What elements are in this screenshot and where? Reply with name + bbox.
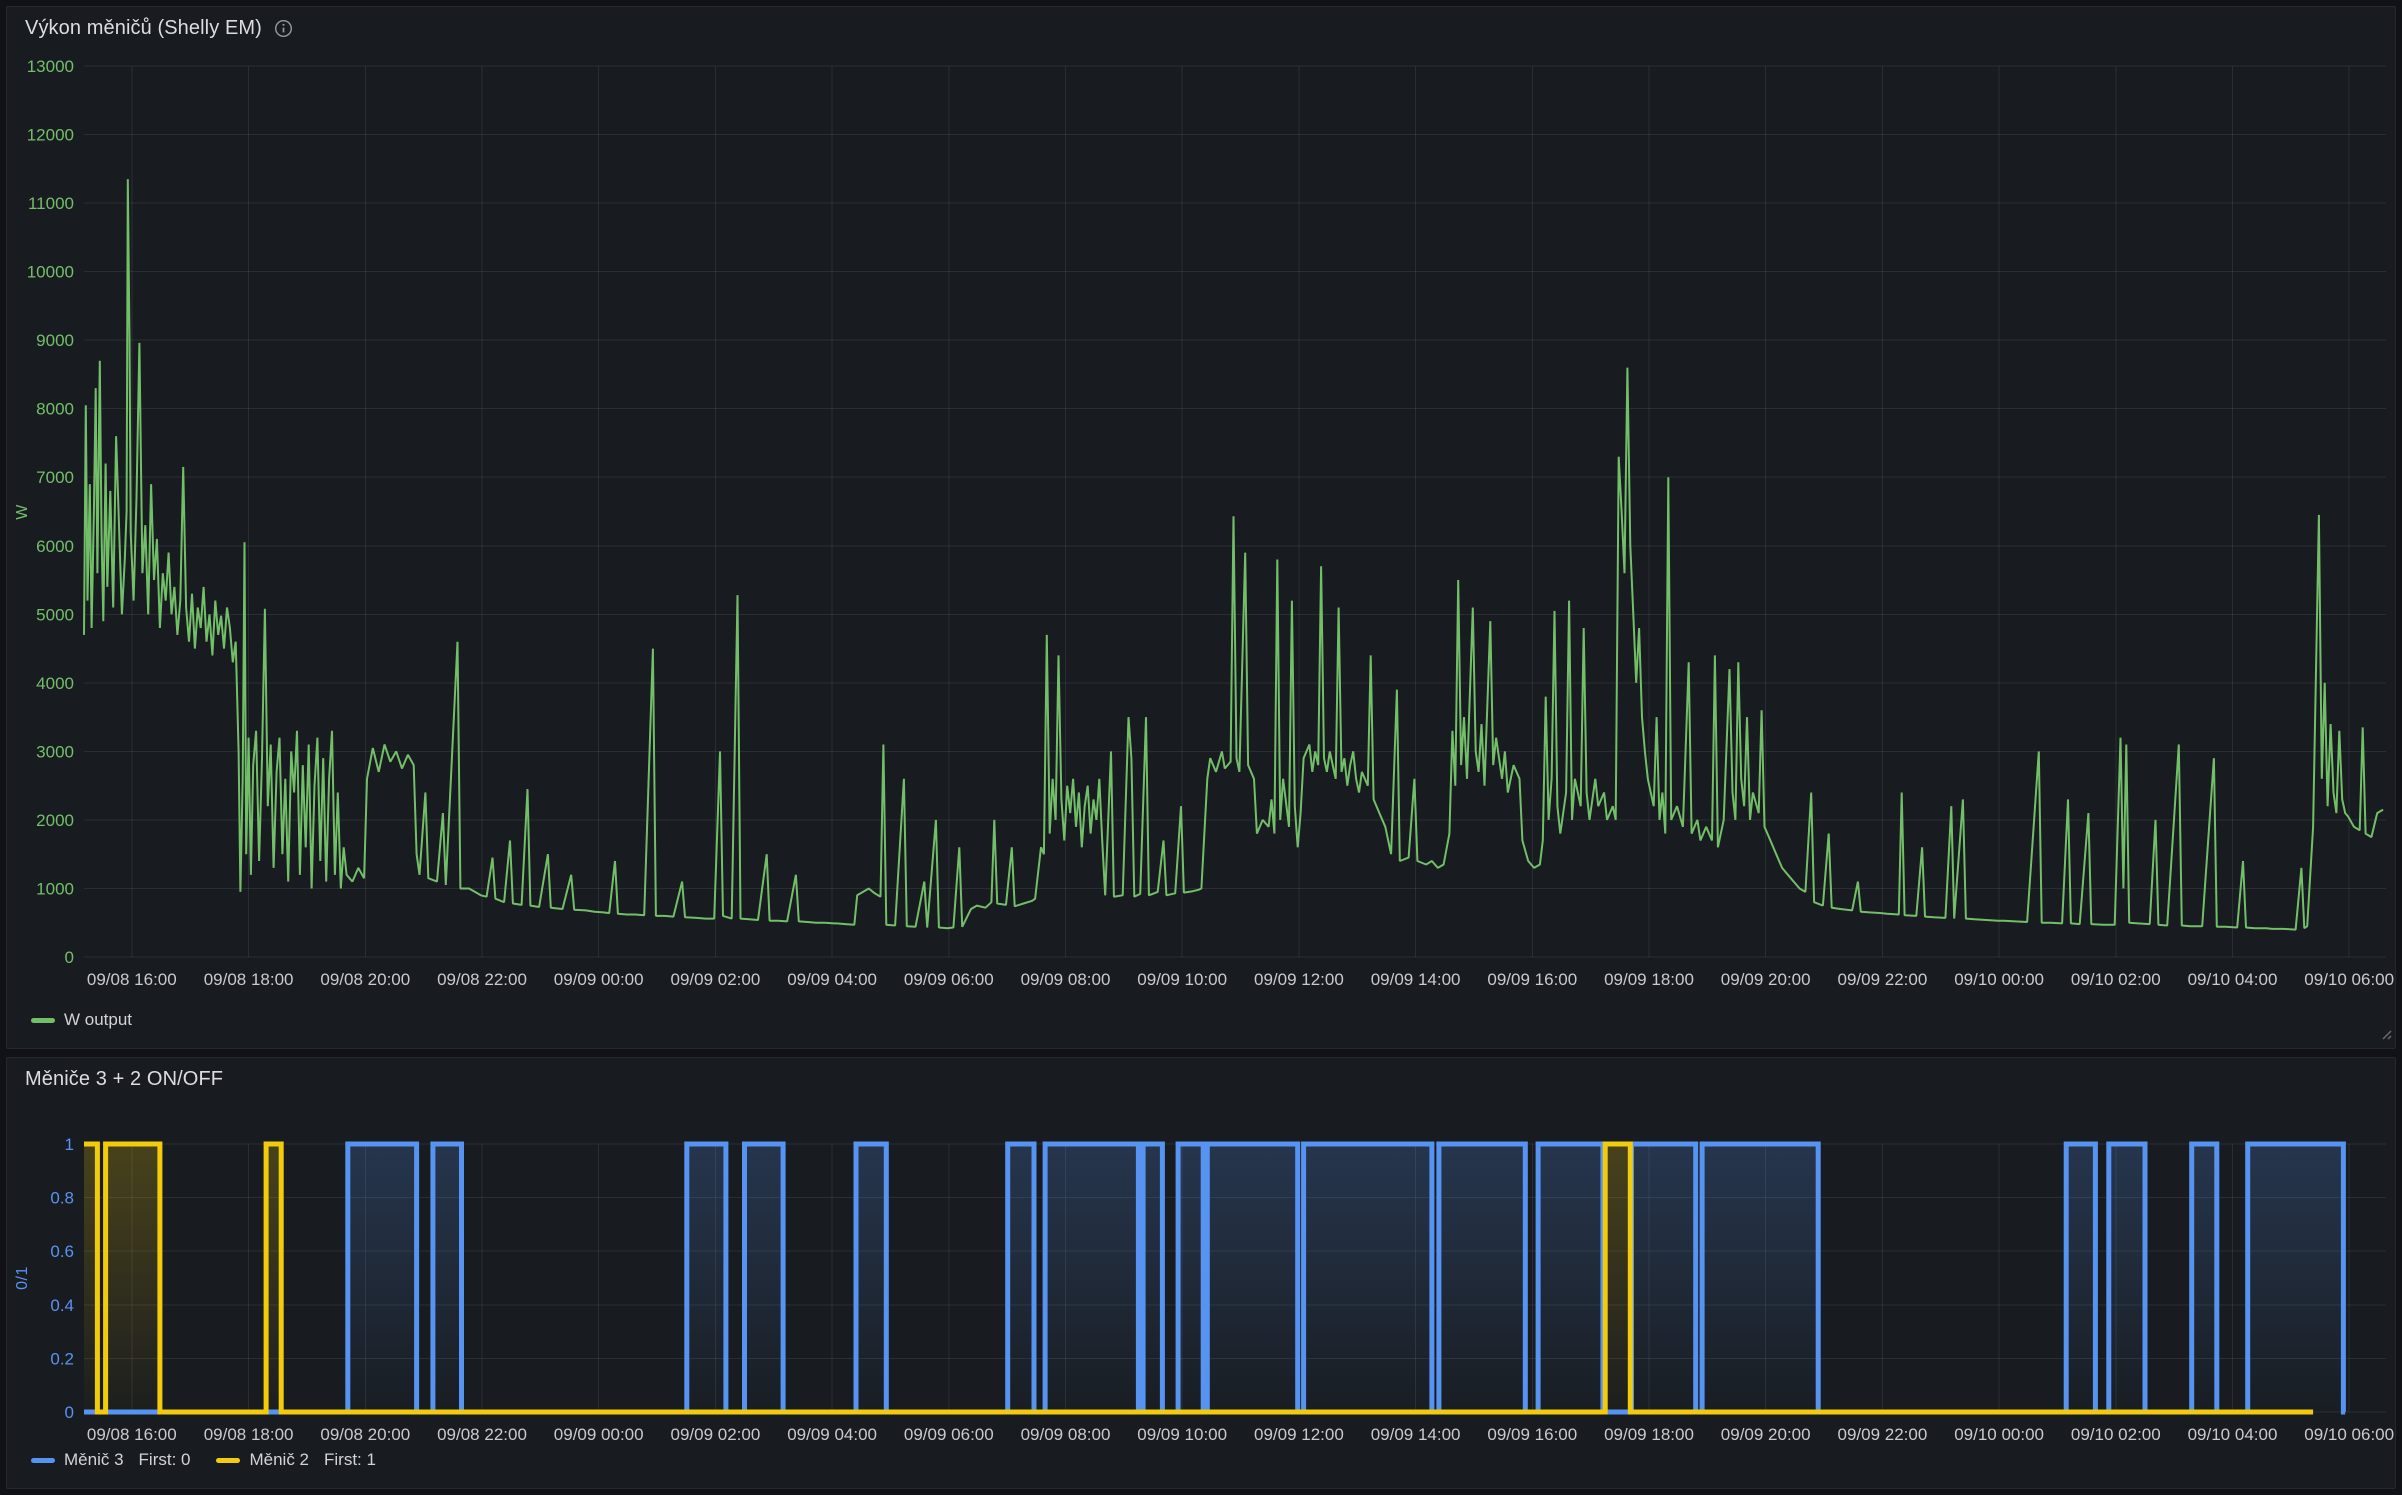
svg-text:12000: 12000 [27,126,74,145]
svg-text:09/08 22:00: 09/08 22:00 [437,970,527,989]
svg-text:09/09 12:00: 09/09 12:00 [1254,970,1344,989]
svg-text:09/08 16:00: 09/08 16:00 [87,970,177,989]
svg-text:1000: 1000 [36,880,74,899]
panel-onoff: Měniče 3 + 2 ON/OFF 09/08 16:00 09/08 18:… [6,1057,2396,1489]
svg-text:2000: 2000 [36,811,74,830]
svg-text:1: 1 [65,1135,74,1154]
legend-color-dash [216,1457,241,1463]
svg-text:09/10 02:00: 09/10 02:00 [2071,1425,2161,1442]
svg-text:10000: 10000 [27,263,74,282]
svg-text:09/09 14:00: 09/09 14:00 [1371,1425,1461,1442]
svg-text:6000: 6000 [36,537,74,556]
svg-text:8000: 8000 [36,400,74,419]
svg-text:09/10 06:00: 09/10 06:00 [2304,1425,2394,1442]
svg-text:09/08 20:00: 09/08 20:00 [320,970,410,989]
svg-text:09/09 00:00: 09/09 00:00 [554,970,644,989]
onoff-legend: Měnič 3 First: 0 Měnič 2 First: 1 [7,1442,2395,1488]
svg-text:09/09 08:00: 09/09 08:00 [1021,970,1111,989]
svg-text:09/09 06:00: 09/09 06:00 [904,970,994,989]
svg-text:09/09 06:00: 09/09 06:00 [904,1425,994,1442]
legend-color-dash [31,1017,55,1023]
svg-text:09/09 20:00: 09/09 20:00 [1721,970,1811,989]
panel-resize-handle-icon[interactable] [2377,1025,2392,1045]
svg-text:09/10 04:00: 09/10 04:00 [2188,970,2278,989]
svg-text:5000: 5000 [36,605,74,624]
panel-title-power: Výkon měničů (Shelly EM) [25,16,262,39]
power-legend: W output [7,1002,2395,1048]
svg-text:09/09 08:00: 09/09 08:00 [1021,1425,1111,1442]
legend-label: Měnič 2 [249,1450,310,1469]
svg-text:4000: 4000 [36,674,74,693]
svg-text:09/09 20:00: 09/09 20:00 [1721,1425,1811,1442]
svg-text:09/10 04:00: 09/10 04:00 [2188,1425,2278,1442]
svg-text:11000: 11000 [28,194,74,213]
power-time-series-chart[interactable]: 09/08 16:00 09/08 18:00 09/08 20:00 09/08 2… [7,49,2395,1002]
svg-text:0: 0 [65,948,74,967]
info-circle-icon[interactable] [274,19,293,38]
panel-power: Výkon měničů (Shelly EM) 09/08 16:00 09/0… [6,6,2396,1049]
onoff-step-chart[interactable]: 09/08 16:00 09/08 18:00 09/08 20:00 09/08 2… [7,1100,2395,1442]
svg-text:0.6: 0.6 [50,1242,74,1261]
panel-onoff-header[interactable]: Měniče 3 + 2 ON/OFF [7,1058,2395,1100]
svg-text:09/09 04:00: 09/09 04:00 [787,970,877,989]
legend-color-dash [31,1457,55,1463]
svg-text:09/10 00:00: 09/10 00:00 [1954,970,2044,989]
svg-text:09/09 04:00: 09/09 04:00 [787,1425,877,1442]
legend-label: Měnič 3 [64,1450,124,1469]
svg-text:09/09 12:00: 09/09 12:00 [1254,1425,1344,1442]
legend-label: W output [64,1010,133,1029]
svg-text:09/09 14:00: 09/09 14:00 [1371,970,1461,989]
svg-text:7000: 7000 [36,468,74,487]
svg-text:09/09 02:00: 09/09 02:00 [670,1425,760,1442]
svg-text:09/08 18:00: 09/08 18:00 [204,970,294,989]
svg-text:09/08 20:00: 09/08 20:00 [320,1425,410,1442]
svg-text:0: 0 [65,1403,74,1422]
svg-text:09/09 22:00: 09/09 22:00 [1837,970,1927,989]
svg-text:09/10 00:00: 09/10 00:00 [1954,1425,2044,1442]
legend-item-menic-3[interactable]: Měnič 3 First: 0 [31,1450,190,1470]
onoff-chart-area: 09/08 16:00 09/08 18:00 09/08 20:00 09/08 2… [7,1100,2395,1442]
svg-text:09/09 10:00: 09/09 10:00 [1137,970,1227,989]
svg-text:0.2: 0.2 [50,1349,74,1368]
svg-text:09/09 02:00: 09/09 02:00 [670,970,760,989]
svg-text:0.4: 0.4 [50,1296,74,1315]
svg-text:9000: 9000 [36,331,74,350]
power-chart-area: 09/08 16:00 09/08 18:00 09/08 20:00 09/08 2… [7,49,2395,1002]
svg-text:09/09 00:00: 09/09 00:00 [554,1425,644,1442]
svg-text:09/09 18:00: 09/09 18:00 [1604,1425,1694,1442]
legend-item-w-output[interactable]: W output [31,1010,132,1030]
legend-first-value: First: 0 [138,1450,191,1469]
panel-power-header[interactable]: Výkon měničů (Shelly EM) [7,7,2395,49]
svg-text:09/08 16:00: 09/08 16:00 [87,1425,177,1442]
svg-text:09/08 18:00: 09/08 18:00 [204,1425,294,1442]
svg-text:09/08 22:00: 09/08 22:00 [437,1425,527,1442]
svg-text:09/09 22:00: 09/09 22:00 [1837,1425,1927,1442]
svg-text:09/09 16:00: 09/09 16:00 [1487,970,1577,989]
legend-first-value: First: 1 [324,1450,376,1469]
svg-text:09/09 16:00: 09/09 16:00 [1487,1425,1577,1442]
svg-text:3000: 3000 [36,742,74,761]
svg-text:13000: 13000 [27,57,74,76]
svg-text:09/10 02:00: 09/10 02:00 [2071,970,2161,989]
svg-text:0.8: 0.8 [50,1189,74,1208]
svg-text:09/10 06:00: 09/10 06:00 [2304,970,2394,989]
svg-text:09/09 18:00: 09/09 18:00 [1604,970,1694,989]
panel-title-onoff: Měniče 3 + 2 ON/OFF [25,1067,224,1090]
svg-text:09/09 10:00: 09/09 10:00 [1137,1425,1227,1442]
legend-item-menic-2[interactable]: Měnič 2 First: 1 [216,1450,376,1470]
